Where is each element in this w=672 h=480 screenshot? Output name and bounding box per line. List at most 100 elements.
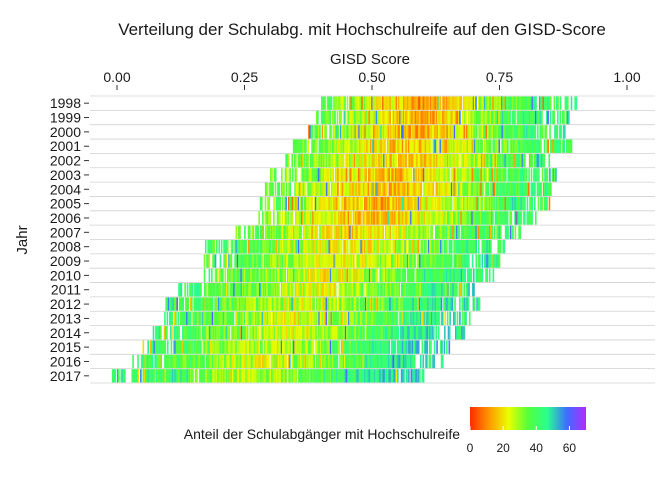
heatmap-cell xyxy=(317,240,320,254)
heatmap-cell xyxy=(184,369,186,383)
heatmap-cell xyxy=(230,340,233,354)
heatmap-cell xyxy=(453,182,456,196)
heatmap-cell xyxy=(320,168,322,182)
heatmap-cell xyxy=(378,311,380,326)
heatmap-cell xyxy=(469,125,472,139)
heatmap-cell xyxy=(224,326,227,340)
heatmap-cell xyxy=(245,326,248,340)
heatmap-cell xyxy=(255,283,257,297)
heatmap-cell xyxy=(311,268,314,283)
heatmap-cell xyxy=(484,225,486,239)
heatmap-cell xyxy=(498,96,501,110)
heatmap-cell xyxy=(235,254,238,268)
heatmap-cell xyxy=(452,211,455,225)
heatmap-cell xyxy=(385,153,388,168)
heatmap-cell xyxy=(417,268,420,283)
heatmap-cell xyxy=(425,340,427,354)
heatmap-cell xyxy=(231,311,234,326)
heatmap-cell xyxy=(420,283,423,297)
heatmap-cell xyxy=(193,311,196,326)
heatmap-cell xyxy=(420,196,422,211)
heatmap-cell xyxy=(503,96,505,110)
heatmap-cell xyxy=(472,110,475,125)
heatmap-cell xyxy=(484,110,487,125)
heatmap-cell xyxy=(403,182,405,196)
heatmap-cell xyxy=(490,211,493,225)
heatmap-cell xyxy=(487,240,490,254)
heatmap-cell xyxy=(358,326,360,340)
heatmap-cell xyxy=(267,268,269,283)
heatmap-cell xyxy=(396,211,399,225)
heatmap-cell xyxy=(230,354,232,369)
y-tick-label: 2005 xyxy=(50,196,81,212)
heatmap-cell xyxy=(258,254,261,268)
heatmap-cell xyxy=(324,340,327,354)
heatmap-cell xyxy=(400,254,403,268)
heatmap-cell xyxy=(287,196,290,211)
heatmap-cell xyxy=(411,297,413,311)
heatmap-cell xyxy=(292,297,295,311)
heatmap-cell xyxy=(350,182,353,196)
heatmap-cell xyxy=(409,326,412,340)
heatmap-cell xyxy=(414,240,416,254)
heatmap-cell xyxy=(307,240,310,254)
heatmap-cell xyxy=(374,153,377,168)
heatmap-cell xyxy=(175,354,177,369)
heatmap-cell xyxy=(288,225,290,239)
heatmap-cell xyxy=(353,125,356,139)
heatmap-cell xyxy=(470,139,472,153)
heatmap-cell xyxy=(294,168,297,182)
heatmap-cell xyxy=(484,153,487,168)
heatmap-cell xyxy=(384,110,387,125)
heatmap-cell xyxy=(503,168,506,182)
heatmap-cell xyxy=(131,369,134,383)
heatmap-cell xyxy=(329,225,332,239)
heatmap-cell xyxy=(376,168,379,182)
heatmap-cell xyxy=(364,168,366,182)
heatmap-cell xyxy=(342,153,345,168)
heatmap-cell xyxy=(352,326,354,340)
heatmap-cell xyxy=(461,268,464,283)
heatmap-cell xyxy=(307,354,309,369)
heatmap-cell xyxy=(486,196,488,211)
heatmap-cell xyxy=(509,225,512,239)
heatmap-cell xyxy=(508,168,511,182)
heatmap-cell xyxy=(349,326,352,340)
heatmap-cell xyxy=(298,297,301,311)
heatmap-cell xyxy=(378,153,380,168)
heatmap-cell xyxy=(419,254,421,268)
heatmap-cell xyxy=(283,340,285,354)
heatmap-cell xyxy=(557,139,559,153)
heatmap-cell xyxy=(310,283,313,297)
heatmap-cell xyxy=(468,311,471,326)
heatmap-cell xyxy=(237,354,240,369)
heatmap-cell xyxy=(228,254,230,268)
heatmap-cell xyxy=(377,211,379,225)
heatmap-cell xyxy=(382,110,384,125)
heatmap-cell xyxy=(242,354,245,369)
heatmap-cell xyxy=(342,182,344,196)
heatmap-cell xyxy=(424,297,427,311)
heatmap-cell xyxy=(397,354,400,369)
heatmap-cell xyxy=(471,211,473,225)
heatmap-cell xyxy=(322,211,324,225)
heatmap-cell xyxy=(302,139,305,153)
heatmap-cell xyxy=(370,225,372,239)
heatmap-cell xyxy=(362,326,364,340)
heatmap-cell xyxy=(379,139,382,153)
heatmap-cell xyxy=(483,153,486,168)
heatmap-cell xyxy=(314,326,316,340)
heatmap-cell xyxy=(180,354,182,369)
heatmap-cell xyxy=(489,110,492,125)
heatmap-cell xyxy=(471,196,474,211)
heatmap-cell xyxy=(190,326,193,340)
heatmap-cell xyxy=(406,196,409,211)
heatmap-cell xyxy=(456,96,459,110)
heatmap-cell xyxy=(339,139,341,153)
heatmap-cell xyxy=(386,297,389,311)
heatmap-cell xyxy=(439,153,442,168)
heatmap-cell xyxy=(312,182,315,196)
heatmap-cell xyxy=(239,254,241,268)
heatmap-cell xyxy=(241,369,244,383)
heatmap-cell xyxy=(473,110,476,125)
